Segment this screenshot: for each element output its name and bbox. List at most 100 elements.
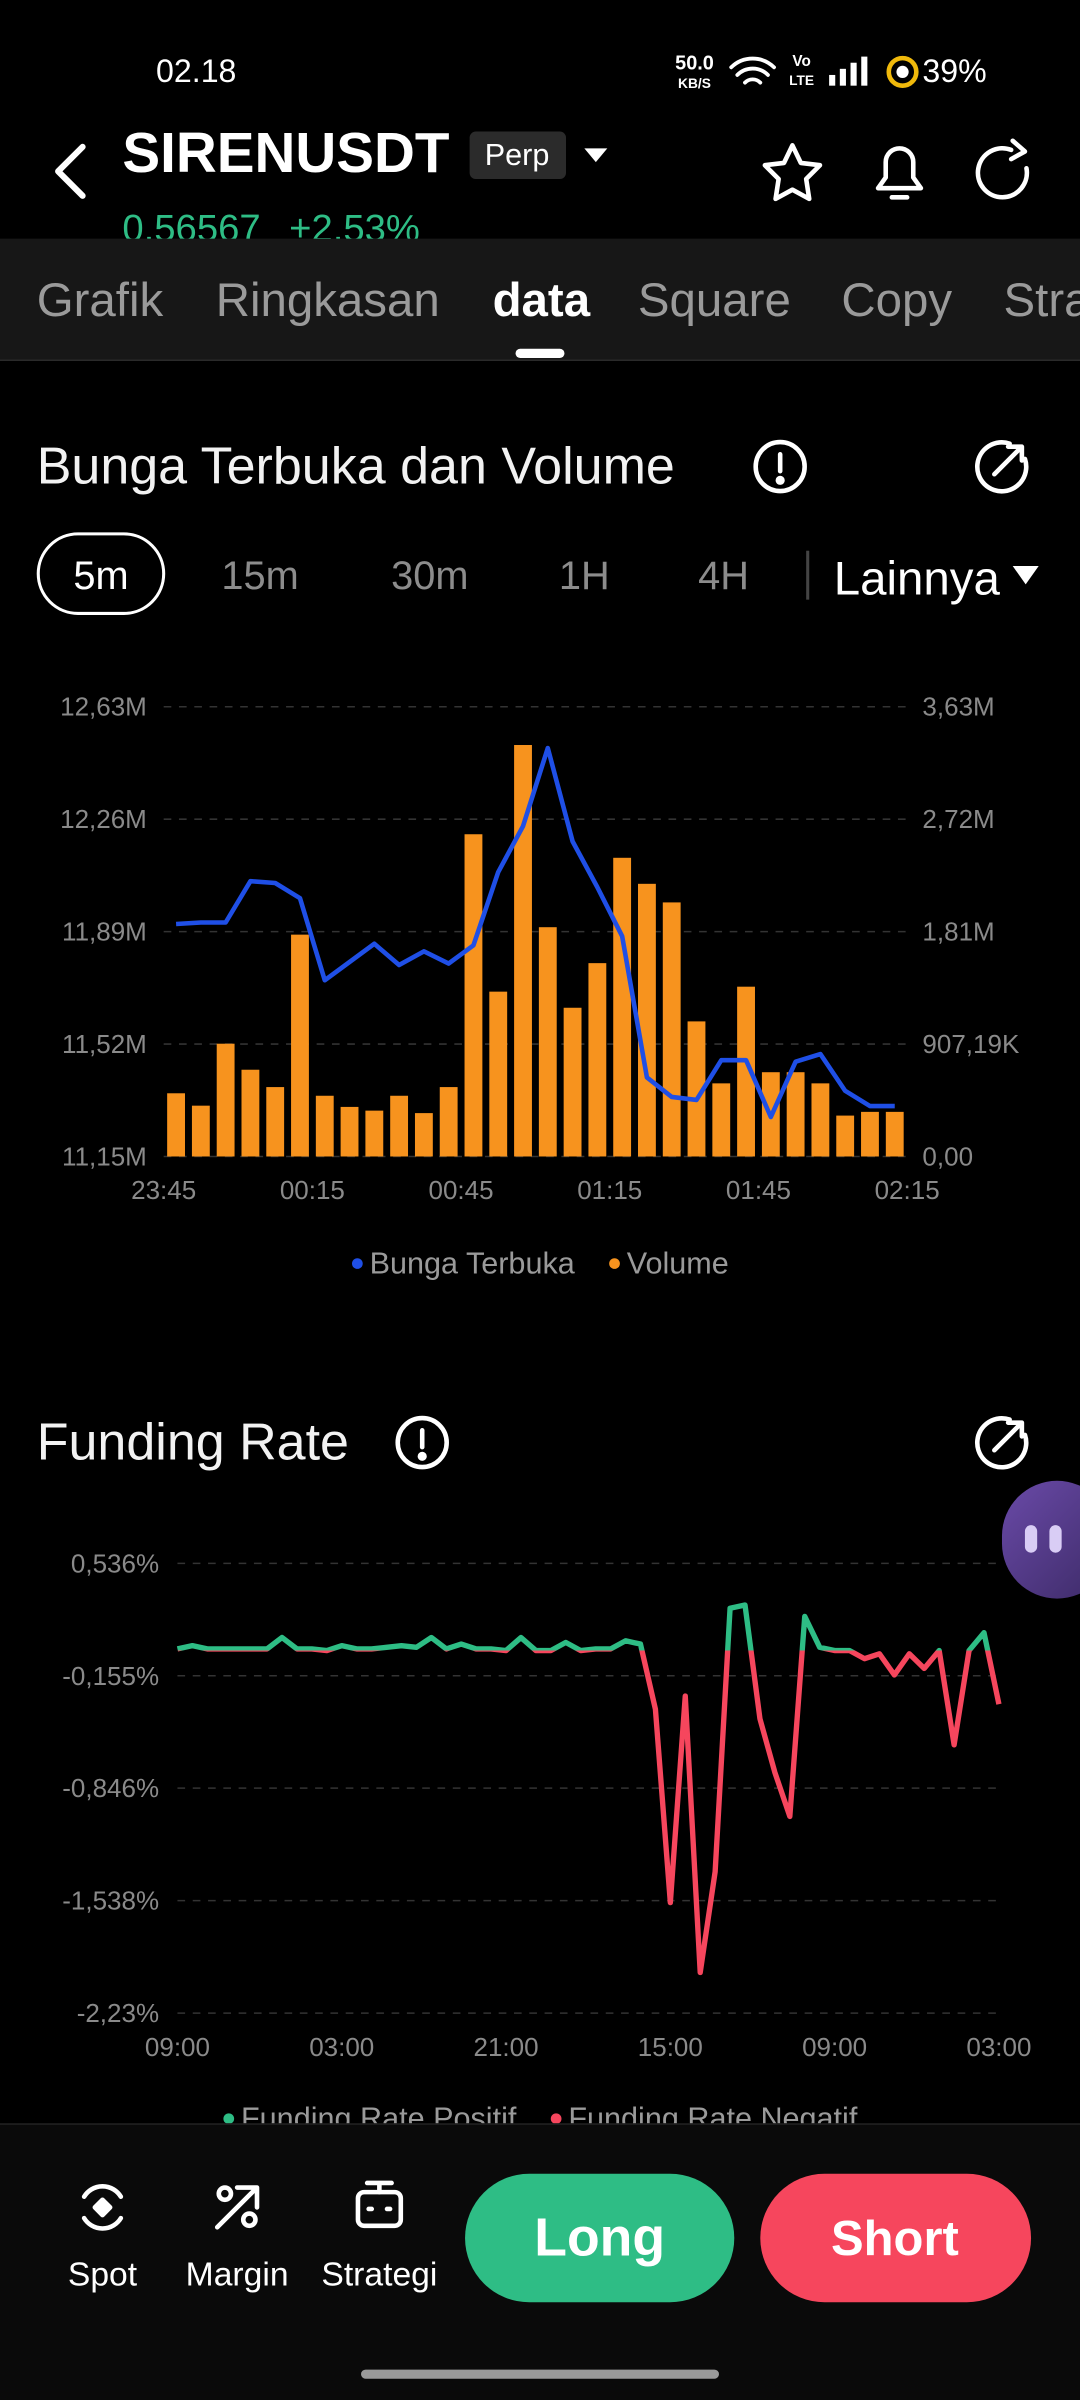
alert-button[interactable] — [875, 146, 924, 200]
spot-icon[interactable] — [81, 2184, 124, 2231]
short-label[interactable]: Short — [830, 2210, 959, 2266]
x-tick-label: 21:00 — [474, 2032, 539, 2062]
back-button[interactable] — [55, 143, 86, 199]
tab[interactable]: Ringkasan — [215, 273, 440, 327]
bar — [414, 1113, 433, 1157]
expand-icon[interactable] — [975, 440, 1029, 494]
y2-tick-label: 907,19K — [922, 1029, 1020, 1059]
y-tick-label: 11,89M — [62, 917, 147, 947]
info-icon[interactable] — [395, 1415, 449, 1470]
nav-label[interactable]: Margin — [185, 2254, 289, 2294]
interval-option[interactable]: 5m — [73, 552, 129, 599]
margin-icon[interactable] — [240, 2211, 258, 2229]
bar — [811, 1083, 830, 1157]
tab[interactable]: Grafik — [36, 273, 164, 327]
spot-icon[interactable] — [92, 2197, 113, 2218]
tab[interactable]: data — [492, 273, 591, 327]
bar — [241, 1069, 260, 1157]
share-button[interactable] — [975, 138, 1030, 200]
tab[interactable]: Square — [637, 273, 791, 327]
share-button[interactable] — [975, 146, 1030, 200]
status-icons — [886, 55, 919, 88]
bar — [365, 1110, 384, 1157]
spot-icon[interactable] — [81, 2184, 124, 2231]
margin-icon[interactable] — [214, 2185, 260, 2230]
expand-icon[interactable] — [992, 1420, 1025, 1453]
nav-label[interactable]: Strategi — [321, 2254, 438, 2294]
strategy-icon[interactable] — [364, 2180, 394, 2212]
net-unit: KB/S — [678, 75, 711, 92]
info-icon[interactable] — [753, 439, 807, 494]
favorite-button[interactable] — [762, 143, 823, 202]
status-icons — [861, 56, 868, 86]
interval-option[interactable]: 4H — [698, 552, 750, 599]
legend-label: Volume — [627, 1247, 729, 1281]
interval-option[interactable]: 15m — [221, 552, 299, 599]
nav-label[interactable]: Spot — [67, 2254, 138, 2294]
info-icon[interactable] — [395, 1415, 449, 1470]
status-icons — [729, 56, 776, 85]
interval-selected[interactable] — [36, 532, 166, 615]
info-icon[interactable] — [417, 1451, 427, 1461]
info-icon[interactable] — [775, 475, 785, 485]
y-tick-label: -0,846% — [62, 1773, 159, 1803]
bar — [588, 963, 607, 1157]
bar — [687, 1021, 706, 1157]
interval-more[interactable]: Lainnya — [833, 551, 1000, 606]
legend-marker — [352, 1258, 363, 1269]
expand-icon[interactable] — [975, 1416, 1029, 1470]
bar — [885, 1111, 904, 1157]
strategy-icon[interactable] — [355, 2180, 404, 2229]
dropdown-arrow[interactable] — [584, 148, 608, 163]
margin-icon[interactable] — [216, 2185, 234, 2203]
legend-label: Bunga Terbuka — [370, 1247, 575, 1281]
y2-tick-label: 3,63M — [922, 692, 994, 722]
y2-tick-label: 0,00 — [922, 1141, 973, 1171]
expand-icon[interactable] — [975, 440, 1029, 494]
battery-level: 39% — [922, 54, 987, 90]
floating-assistant[interactable] — [1001, 1480, 1080, 1599]
x-tick-label: 00:45 — [429, 1175, 494, 1205]
x-tick-label: 09:00 — [802, 2032, 867, 2062]
short-button[interactable] — [760, 2173, 1032, 2303]
bar — [712, 1083, 731, 1157]
bar — [439, 1087, 458, 1157]
more-arrow[interactable] — [1012, 566, 1039, 585]
section-title: Bunga Terbuka dan Volume — [36, 437, 675, 496]
back-button[interactable] — [55, 143, 86, 199]
x-tick-label: 09:00 — [145, 2032, 210, 2062]
badge-text: Perp — [484, 139, 550, 173]
section-title: Funding Rate — [36, 1413, 349, 1472]
interval-option[interactable]: 1H — [558, 552, 610, 599]
bar — [315, 1095, 334, 1157]
share-button[interactable] — [1008, 138, 1028, 162]
status-icons — [896, 65, 909, 79]
status-icons — [729, 55, 919, 88]
x-tick-label: 03:00 — [309, 2032, 374, 2062]
badge — [469, 131, 567, 179]
bar — [291, 934, 309, 1157]
info-icon[interactable] — [753, 439, 807, 494]
tab[interactable]: Copy — [841, 273, 953, 327]
tab-bar: Grafik Ringkasan data Square Copy Stra — [0, 238, 1080, 362]
status-time: 02.18 — [156, 54, 237, 90]
expand-icon[interactable] — [975, 1416, 1029, 1470]
bar — [737, 986, 755, 1157]
favorite-button[interactable] — [762, 143, 823, 202]
alert-button[interactable] — [875, 146, 924, 191]
margin-icon[interactable] — [214, 2185, 260, 2230]
long-button[interactable] — [465, 2173, 735, 2303]
tab[interactable]: Stra — [1003, 273, 1080, 327]
expand-icon[interactable] — [992, 444, 1025, 477]
long-label[interactable]: Long — [534, 2208, 666, 2268]
bar — [266, 1087, 285, 1157]
strategy-icon[interactable] — [355, 2189, 404, 2229]
y-tick-label: -0,155% — [62, 1661, 159, 1691]
y-tick-label: 12,26M — [60, 804, 147, 834]
interval-option[interactable]: 30m — [391, 552, 469, 599]
bar — [489, 991, 508, 1157]
home-indicator — [361, 2369, 719, 2379]
